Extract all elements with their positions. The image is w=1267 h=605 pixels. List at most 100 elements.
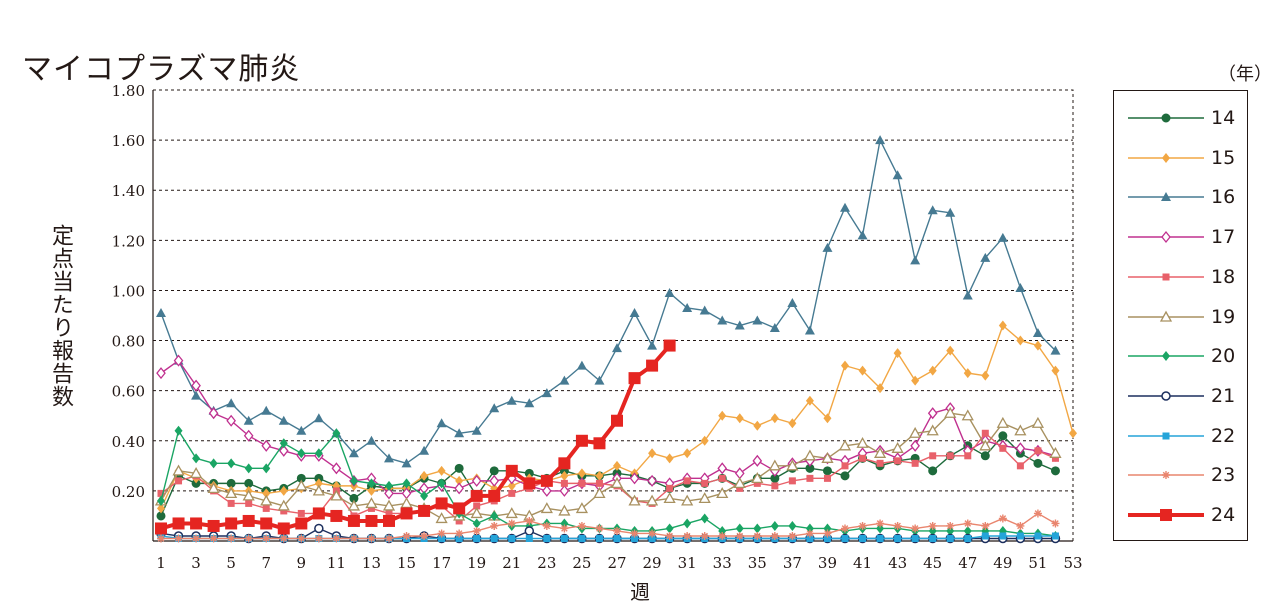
data-point bbox=[698, 492, 711, 504]
legend-swatch-16 bbox=[1128, 192, 1204, 202]
data-point bbox=[244, 534, 253, 543]
data-point bbox=[717, 462, 728, 475]
data-point bbox=[243, 429, 254, 442]
data-point bbox=[718, 410, 727, 421]
data-point bbox=[1051, 519, 1060, 528]
data-point bbox=[209, 458, 218, 469]
data-point bbox=[929, 452, 937, 460]
series-line bbox=[161, 512, 1056, 540]
data-point bbox=[260, 517, 273, 530]
data-point bbox=[454, 428, 465, 438]
data-point bbox=[980, 451, 990, 461]
data-point bbox=[1032, 328, 1043, 338]
data-point bbox=[156, 367, 166, 380]
data-point bbox=[786, 459, 799, 471]
data-point bbox=[209, 534, 218, 543]
data-point bbox=[559, 375, 570, 385]
data-point bbox=[876, 459, 884, 467]
data-point bbox=[189, 467, 203, 479]
data-point bbox=[892, 170, 903, 180]
data-point bbox=[735, 523, 744, 534]
data-point bbox=[648, 448, 657, 459]
data-point bbox=[207, 519, 220, 532]
data-point bbox=[332, 428, 341, 439]
data-point bbox=[770, 531, 779, 540]
series-line bbox=[160, 359, 1056, 495]
data-point bbox=[191, 390, 202, 400]
data-point bbox=[753, 531, 762, 540]
data-point bbox=[894, 457, 902, 465]
data-point bbox=[192, 534, 201, 543]
data-point bbox=[540, 502, 553, 514]
data-point bbox=[172, 517, 185, 530]
data-point bbox=[1161, 231, 1171, 244]
x-tick-label: 7 bbox=[261, 554, 271, 572]
x-tick-label: 49 bbox=[993, 554, 1012, 572]
data-point bbox=[769, 323, 780, 333]
data-point bbox=[525, 534, 533, 542]
data-point bbox=[611, 414, 623, 427]
data-point bbox=[385, 509, 393, 517]
data-point bbox=[946, 521, 955, 530]
data-point bbox=[471, 425, 482, 435]
data-point bbox=[821, 451, 834, 463]
data-point bbox=[911, 534, 919, 542]
data-point bbox=[823, 474, 831, 482]
data-point bbox=[911, 524, 920, 533]
year-unit-label: （年） bbox=[1218, 64, 1267, 85]
data-point bbox=[682, 302, 693, 312]
legend-swatch-23 bbox=[1128, 471, 1204, 480]
data-point bbox=[595, 470, 604, 481]
data-point bbox=[367, 485, 376, 496]
data-point bbox=[471, 474, 482, 487]
data-point bbox=[541, 388, 552, 398]
x-tick-label: 43 bbox=[888, 554, 907, 572]
data-point bbox=[245, 499, 253, 507]
data-point bbox=[296, 425, 307, 435]
data-point bbox=[595, 524, 604, 533]
data-point bbox=[262, 504, 270, 512]
data-point bbox=[157, 503, 165, 514]
data-point bbox=[505, 464, 518, 477]
data-point bbox=[297, 534, 306, 543]
data-point bbox=[472, 518, 481, 529]
data-point bbox=[946, 534, 954, 542]
x-tick-label: 19 bbox=[467, 554, 486, 572]
legend-swatch-15 bbox=[1128, 152, 1204, 163]
series-16 bbox=[156, 135, 1061, 468]
data-point bbox=[929, 534, 937, 542]
data-point bbox=[295, 517, 308, 530]
data-point bbox=[385, 480, 393, 491]
data-point bbox=[277, 499, 290, 511]
data-point bbox=[455, 517, 463, 525]
data-point bbox=[768, 459, 781, 471]
data-point bbox=[718, 531, 727, 540]
data-point bbox=[610, 477, 624, 489]
data-point bbox=[873, 446, 887, 458]
data-point bbox=[928, 365, 937, 376]
data-point bbox=[593, 487, 606, 499]
data-point bbox=[981, 532, 989, 540]
data-point bbox=[787, 297, 798, 307]
data-point bbox=[277, 522, 290, 535]
data-point bbox=[367, 534, 376, 543]
data-point bbox=[701, 479, 709, 487]
data-point bbox=[700, 513, 709, 524]
x-tick-label: 45 bbox=[923, 554, 942, 572]
data-point bbox=[998, 431, 1008, 441]
data-point bbox=[1051, 365, 1060, 376]
data-point bbox=[382, 499, 396, 511]
data-point bbox=[1162, 152, 1170, 163]
data-point bbox=[735, 413, 744, 424]
x-tick-label: 15 bbox=[397, 554, 416, 572]
y-tick-label: 1.00 bbox=[112, 282, 145, 300]
data-point bbox=[575, 502, 589, 514]
data-point bbox=[174, 534, 183, 543]
data-point bbox=[716, 487, 729, 499]
data-point bbox=[508, 489, 516, 497]
data-point bbox=[436, 418, 447, 428]
data-point bbox=[771, 482, 779, 490]
data-point bbox=[175, 477, 183, 485]
data-point bbox=[595, 479, 603, 487]
data-point bbox=[999, 444, 1007, 452]
